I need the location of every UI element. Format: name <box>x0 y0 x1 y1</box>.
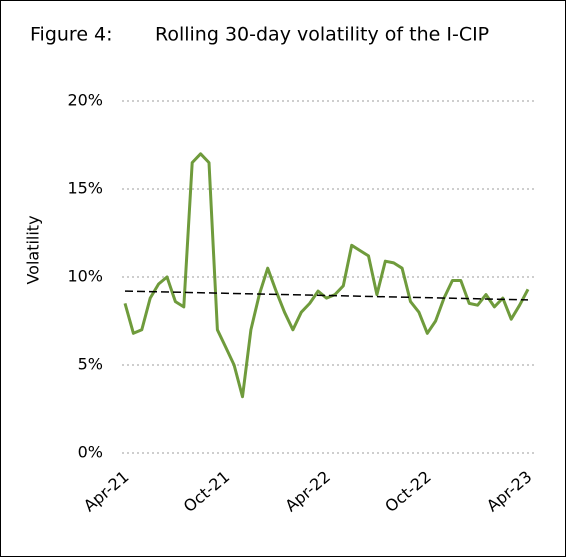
y-tick-label: 5% <box>78 355 103 374</box>
trend-line <box>124 290 529 301</box>
y-tick-label: 0% <box>78 443 103 462</box>
y-axis-label: Volatility <box>24 215 43 284</box>
chart-title: Rolling 30-day volatility of the I-CIP <box>155 24 489 46</box>
y-tick-label: 10% <box>67 267 103 286</box>
y-tick-label: 15% <box>67 179 103 198</box>
figure-label: Figure 4: <box>30 24 113 46</box>
data-line <box>123 152 530 399</box>
y-tick-label: 20% <box>67 91 103 110</box>
